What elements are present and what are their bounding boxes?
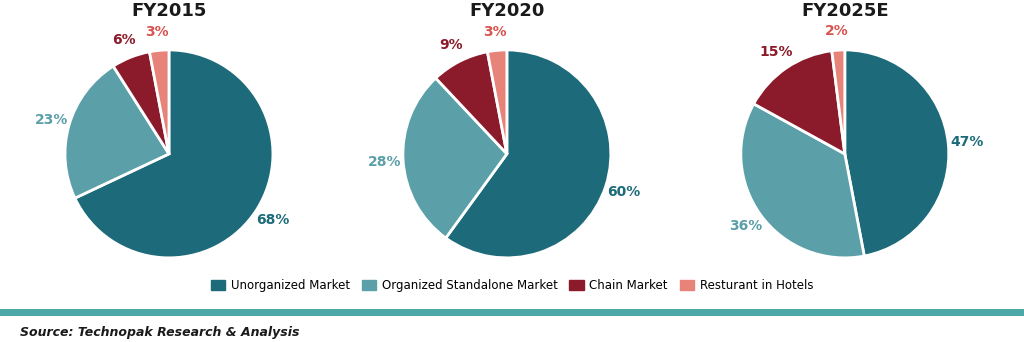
Text: 28%: 28% — [368, 155, 401, 169]
Text: 3%: 3% — [483, 25, 507, 39]
Text: 23%: 23% — [35, 113, 68, 127]
Text: 9%: 9% — [439, 38, 463, 52]
Title: FY2025E: FY2025E — [801, 2, 889, 19]
Wedge shape — [75, 50, 273, 258]
Text: 15%: 15% — [759, 45, 793, 60]
Wedge shape — [487, 50, 507, 154]
Text: 2%: 2% — [825, 25, 849, 38]
Text: 36%: 36% — [729, 219, 762, 233]
Wedge shape — [65, 66, 169, 198]
Wedge shape — [754, 51, 845, 154]
Text: Source: Technopak Research & Analysis: Source: Technopak Research & Analysis — [20, 326, 300, 339]
Wedge shape — [402, 78, 507, 238]
Title: FY2015: FY2015 — [131, 2, 207, 19]
Wedge shape — [150, 50, 169, 154]
Text: 47%: 47% — [950, 135, 984, 149]
Text: 6%: 6% — [112, 33, 135, 47]
Wedge shape — [435, 52, 507, 154]
Wedge shape — [845, 50, 949, 256]
Text: 3%: 3% — [145, 25, 169, 39]
Legend: Unorganized Market, Organized Standalone Market, Chain Market, Resturant in Hote: Unorganized Market, Organized Standalone… — [206, 274, 818, 297]
Title: FY2020: FY2020 — [469, 2, 545, 19]
Wedge shape — [114, 52, 169, 154]
Text: 68%: 68% — [256, 213, 289, 227]
Wedge shape — [831, 50, 845, 154]
Wedge shape — [445, 50, 611, 258]
Text: 60%: 60% — [607, 185, 640, 199]
Wedge shape — [740, 104, 864, 258]
